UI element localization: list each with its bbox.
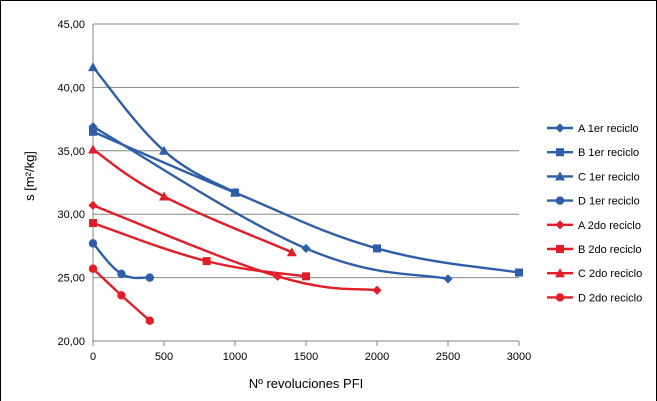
series-c-2do-reciclo bbox=[88, 144, 297, 257]
series-line bbox=[92, 130, 520, 274]
legend-label: C 1er reciclo bbox=[578, 171, 640, 183]
series-d-1er-reciclo bbox=[88, 239, 154, 282]
y-tick-label: 45,00 bbox=[57, 19, 85, 31]
data-point bbox=[117, 269, 126, 278]
legend-label: A 1er reciclo bbox=[578, 123, 639, 135]
series-line bbox=[92, 221, 307, 278]
x-tick-label: 1000 bbox=[223, 351, 247, 363]
legend-marker bbox=[555, 220, 565, 230]
series-line bbox=[92, 125, 449, 281]
legend-marker bbox=[555, 171, 565, 181]
data-point bbox=[230, 187, 240, 197]
data-point bbox=[159, 145, 169, 155]
legend-item: D 1er reciclo bbox=[547, 196, 640, 208]
data-point bbox=[443, 274, 453, 284]
legend-item: B 2do reciclo bbox=[547, 244, 642, 256]
x-tick-label: 1500 bbox=[294, 351, 318, 363]
data-point bbox=[515, 268, 523, 277]
axes bbox=[92, 24, 520, 346]
data-point bbox=[286, 247, 297, 257]
data-point bbox=[373, 244, 381, 253]
series-line bbox=[92, 148, 293, 254]
data-point bbox=[302, 272, 310, 281]
y-tick-label: 40,00 bbox=[57, 82, 85, 94]
data-point bbox=[89, 219, 97, 228]
data-point bbox=[89, 127, 97, 136]
legend-item: C 2do reciclo bbox=[547, 268, 642, 280]
y-axis-label: s [m²/kg] bbox=[22, 151, 37, 201]
legend-item: D 2do reciclo bbox=[547, 292, 642, 304]
legend-label: D 2do reciclo bbox=[578, 292, 642, 304]
legend-marker bbox=[555, 196, 565, 205]
data-point bbox=[145, 273, 154, 282]
legend-label: D 1er reciclo bbox=[578, 196, 640, 208]
legend-item: B 1er reciclo bbox=[547, 147, 639, 159]
legend-label: B 2do reciclo bbox=[578, 244, 642, 256]
y-tick-label: 35,00 bbox=[57, 146, 85, 158]
x-tick-labels: 0 500 1000 1500 2000 2500 3000 bbox=[90, 351, 531, 363]
legend-item: A 2do reciclo bbox=[547, 220, 641, 232]
y-tick-label: 25,00 bbox=[57, 273, 85, 285]
series-a-2do-reciclo bbox=[88, 200, 382, 295]
legend-label: B 1er reciclo bbox=[578, 147, 639, 159]
x-tick-label: 2000 bbox=[365, 351, 389, 363]
x-tick-label: 0 bbox=[90, 351, 96, 363]
data-point bbox=[202, 257, 211, 266]
data-point bbox=[88, 144, 98, 154]
data-point bbox=[273, 271, 283, 281]
legend-marker bbox=[555, 123, 565, 133]
series-c-1er-reciclo bbox=[88, 62, 240, 197]
legend-marker bbox=[555, 293, 565, 302]
x-tick-label: 2500 bbox=[436, 351, 460, 363]
data-point bbox=[88, 62, 98, 72]
series-b-2do-reciclo bbox=[89, 219, 310, 281]
series-line bbox=[92, 66, 236, 194]
y-tick-labels: 20,00 25,00 30,00 35,00 40,00 45,00 bbox=[57, 19, 85, 348]
data-point bbox=[88, 200, 98, 210]
y-tick-label: 20,00 bbox=[57, 336, 85, 348]
legend-marker bbox=[556, 148, 564, 157]
data-point bbox=[88, 264, 98, 273]
x-tick-label: 500 bbox=[155, 351, 173, 363]
data-point bbox=[88, 239, 98, 248]
data-point bbox=[372, 285, 382, 295]
series-a-1er-reciclo bbox=[88, 122, 453, 284]
series-d-2do-reciclo bbox=[88, 264, 154, 325]
data-point bbox=[145, 316, 154, 325]
legend-marker bbox=[555, 268, 565, 278]
data-point bbox=[301, 243, 311, 254]
legend-item: C 1er reciclo bbox=[547, 171, 640, 183]
legend-marker bbox=[556, 245, 564, 253]
x-axis-label: Nº revoluciones PFI bbox=[249, 376, 364, 391]
series-group bbox=[88, 62, 523, 325]
data-point bbox=[117, 291, 126, 300]
gridlines bbox=[93, 23, 519, 279]
series-b-1er-reciclo bbox=[89, 127, 523, 277]
legend-label: A 2do reciclo bbox=[578, 220, 641, 232]
legend: A 1er reciclo B 1er reciclo C 1er reciclo D… bbox=[547, 123, 642, 304]
legend-label: C 2do reciclo bbox=[578, 268, 642, 280]
data-point bbox=[159, 191, 169, 201]
y-tick-label: 30,00 bbox=[57, 209, 85, 221]
legend-item: A 1er reciclo bbox=[547, 123, 639, 135]
x-tick-label: 3000 bbox=[507, 351, 531, 363]
